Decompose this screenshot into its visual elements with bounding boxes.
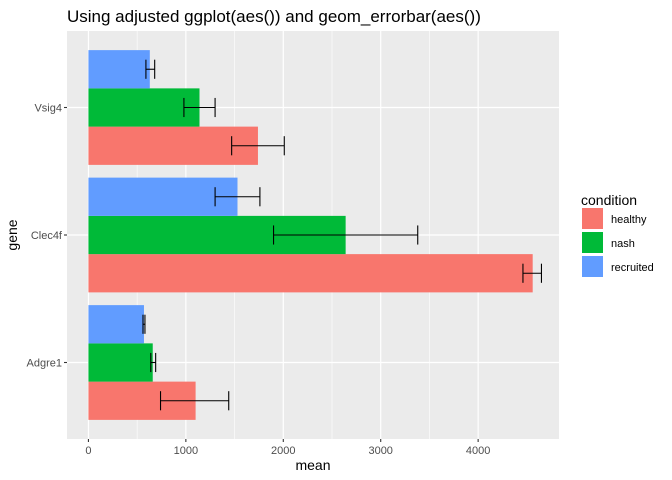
legend-items: healthy nash recruited (582, 208, 654, 277)
bar-healthy-clec4f (88, 254, 533, 293)
legend-swatch (582, 232, 603, 253)
legend-item-nash: nash (582, 232, 635, 253)
x-tick-label: 0 (85, 445, 91, 457)
errorbar-healthy-clec4f (522, 263, 543, 283)
bar-healthy-vsig4 (88, 126, 258, 165)
legend-label: nash (611, 238, 635, 250)
chart-title: Using adjusted ggplot(aes()) and geom_er… (67, 7, 481, 26)
x-tick-label: 3000 (368, 445, 392, 457)
error-bars (142, 59, 543, 411)
x-tick-label: 1000 (174, 445, 198, 457)
y-tick-label: Clec4f (31, 230, 63, 242)
errorbar-nash-vsig4 (183, 97, 216, 118)
errorbar-recruited-vsig4 (145, 59, 156, 79)
bar-nash-adgre1 (88, 343, 153, 382)
bar-recruited-vsig4 (88, 50, 150, 89)
legend-label: healthy (611, 214, 647, 226)
errorbar-recruited-clec4f (214, 187, 261, 207)
legend-title: condition (581, 192, 637, 208)
y-tick-label: Vsig4 (34, 103, 62, 115)
legend: condition healthy nash recruited (581, 192, 654, 277)
errorbar-recruited-adgre1 (142, 314, 146, 334)
y-tick-label: Adgre1 (27, 358, 62, 370)
y-axis-title: gene (4, 219, 20, 250)
errorbar-healthy-vsig4 (231, 136, 285, 156)
bar-nash-vsig4 (88, 88, 200, 127)
legend-item-recruited: recruited (582, 256, 654, 277)
bar-recruited-adgre1 (88, 305, 144, 344)
legend-label: recruited (611, 262, 654, 274)
legend-swatch (582, 256, 603, 277)
legend-item-healthy: healthy (582, 208, 647, 229)
legend-swatch (582, 208, 603, 229)
errorbar-nash-adgre1 (150, 352, 157, 373)
errorbar-healthy-adgre1 (159, 391, 230, 411)
x-axis-title: mean (295, 457, 330, 473)
y-axis: Adgre1 Clec4f Vsig4 (27, 103, 67, 370)
bar-recruited-clec4f (88, 177, 238, 216)
x-tick-label: 4000 (466, 445, 490, 457)
x-tick-label: 2000 (271, 445, 295, 457)
errorbar-nash-clec4f (272, 225, 419, 245)
x-axis: 0 1000 2000 3000 4000 (85, 439, 490, 457)
